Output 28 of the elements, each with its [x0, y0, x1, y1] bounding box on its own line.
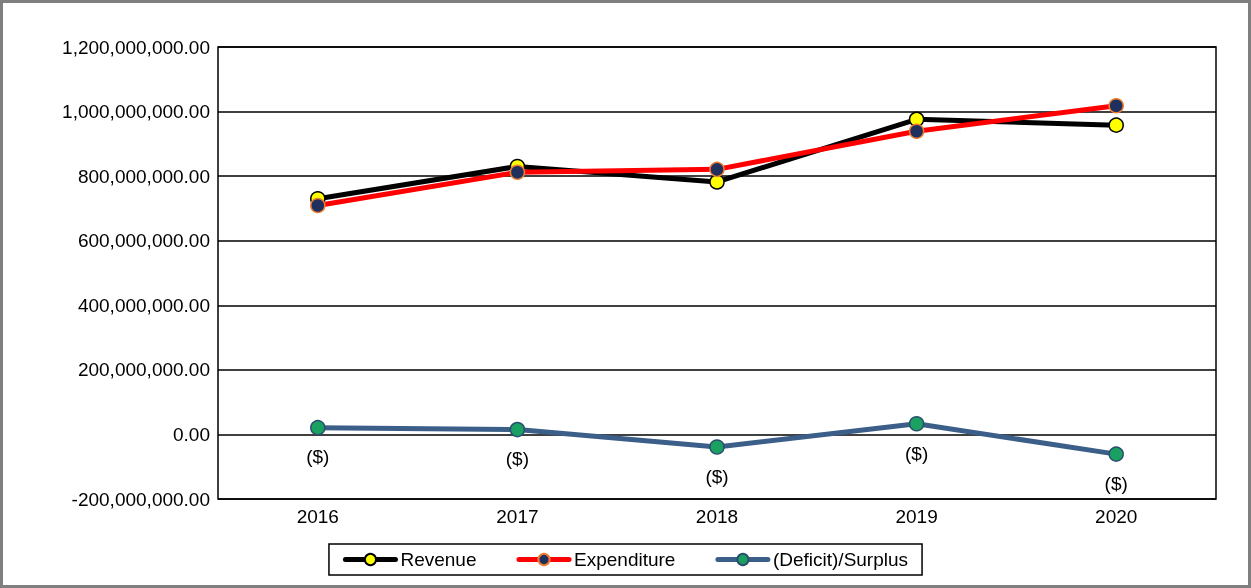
point [908, 416, 925, 432]
y-tick-label: 1,000,000,000.00 [62, 101, 210, 123]
y-tick-label: 600,000,000.00 [77, 230, 210, 252]
legend-label: (Deficit)/Surplus [772, 549, 909, 570]
point [709, 439, 725, 455]
y-tick-label: 0.00 [173, 423, 210, 445]
data-label: ($) [306, 446, 330, 468]
point [310, 419, 326, 436]
x-tick-label: 2016 [296, 506, 339, 527]
y-tick-label: 400,000,000.00 [77, 294, 210, 316]
point [709, 174, 725, 190]
data-label: ($) [505, 448, 530, 470]
x-tick-label: 2018 [695, 506, 739, 527]
data-label: ($) [1104, 472, 1128, 494]
point [1108, 446, 1124, 462]
x-tick-label: 2017 [496, 506, 539, 527]
x-tick-label: 2019 [895, 506, 938, 527]
y-tick-label: 200,000,000.00 [77, 359, 210, 381]
point [509, 421, 526, 438]
x-tick-label: 2020 [1095, 506, 1138, 527]
legend-label: Expenditure [574, 549, 676, 570]
legend-label: Revenue [400, 549, 477, 570]
point [1108, 117, 1124, 133]
data-label: ($) [904, 442, 929, 464]
y-tick-label: 800,000,000.00 [77, 165, 210, 187]
y-tick-label: 1,200,000,000.00 [62, 36, 210, 58]
data-label: ($) [705, 465, 729, 487]
y-tick-label: -200,000,000.00 [71, 488, 210, 510]
